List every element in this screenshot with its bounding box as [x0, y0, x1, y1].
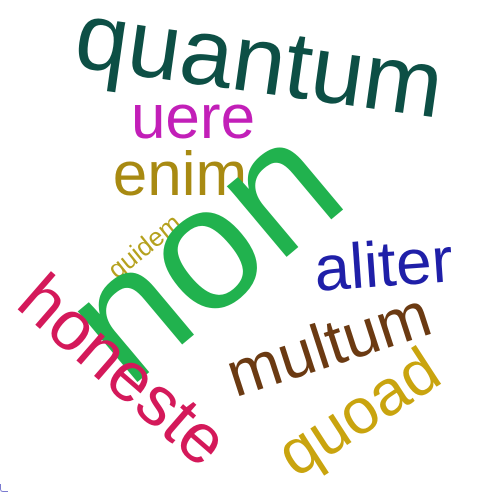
corner-mark: [0, 484, 8, 492]
word-aliter: aliter: [312, 223, 455, 305]
word-enim: enim: [113, 140, 247, 209]
word-uere: uere: [131, 83, 255, 152]
